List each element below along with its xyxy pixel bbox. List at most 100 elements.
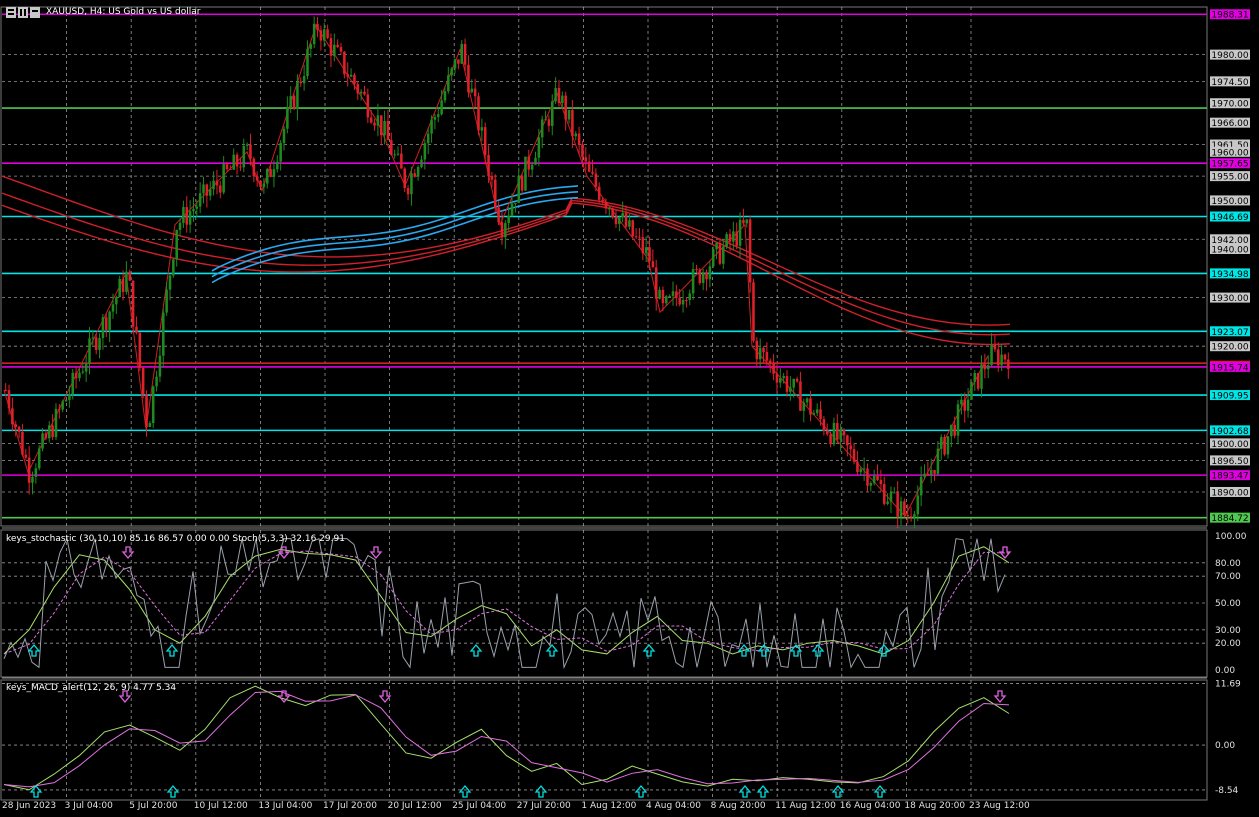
candle-body xyxy=(74,372,78,379)
candle-body xyxy=(400,153,403,169)
candle-body xyxy=(192,208,195,212)
candle-body xyxy=(986,365,990,370)
candle-body xyxy=(443,91,447,101)
price-tick-label: 1957.65 xyxy=(1211,160,1248,170)
stochastic-label: keys_stochastic (30,10,10) 85.16 86.57 0… xyxy=(6,534,345,544)
candle-body xyxy=(413,173,417,177)
candle-body xyxy=(215,180,219,186)
candle-body xyxy=(88,338,91,364)
candle-body xyxy=(762,347,765,352)
candle-body xyxy=(336,44,339,48)
candle-body xyxy=(644,247,648,254)
candle-body xyxy=(188,211,192,225)
price-tick-box xyxy=(1210,326,1250,337)
candle-body xyxy=(859,469,863,473)
candle-body xyxy=(138,332,142,368)
candle-body xyxy=(433,116,437,120)
candle-body xyxy=(21,431,24,455)
candle-body xyxy=(929,469,933,476)
candle-body xyxy=(259,180,262,188)
candle-body xyxy=(943,437,946,455)
candle-body xyxy=(641,237,645,254)
macd-tick-label: 11.69 xyxy=(1215,680,1241,690)
candle-body xyxy=(470,88,474,93)
candle-body xyxy=(1007,359,1010,369)
candle-body xyxy=(976,373,980,389)
candle-body xyxy=(520,175,524,191)
candle-body xyxy=(416,166,420,177)
time-tick-label: 11 Aug 12:00 xyxy=(775,801,836,811)
macd-tick-label: -8.54 xyxy=(1215,786,1239,796)
buy-signal-arrow xyxy=(29,784,43,798)
candle-body xyxy=(745,219,749,224)
candle-body xyxy=(919,476,923,496)
candle-body xyxy=(809,398,812,415)
moving-average-line-blue xyxy=(211,191,579,278)
candle-body xyxy=(37,448,41,469)
stoch-signal-line xyxy=(3,550,1010,655)
candle-body xyxy=(829,434,832,445)
candle-body xyxy=(705,272,708,280)
stoch-tick-label: 50.00 xyxy=(1215,599,1241,609)
candle-body xyxy=(168,275,172,290)
candle-body xyxy=(795,378,799,382)
candle-body xyxy=(4,389,7,391)
candle-body xyxy=(125,271,128,292)
macd-signal-line xyxy=(3,690,1010,788)
chart-title: XAUUSD, H4: US Gold vs US dollar xyxy=(46,7,201,17)
price-tick-box xyxy=(1210,361,1250,372)
candle-body xyxy=(782,376,785,379)
buy-signal-arrow xyxy=(737,643,751,657)
price-tick-label: 1950.00 xyxy=(1211,197,1248,207)
candle-body xyxy=(849,445,852,450)
candle-body xyxy=(373,122,376,126)
candle-body xyxy=(135,326,138,333)
candle-body xyxy=(205,184,209,196)
candle-body xyxy=(282,128,286,143)
panel-frame xyxy=(0,6,1208,527)
candle-body xyxy=(799,381,802,411)
candle-body xyxy=(893,492,896,494)
sell-signal-arrow xyxy=(369,546,383,560)
time-tick-label: 1 Aug 12:00 xyxy=(581,801,636,811)
candle-body xyxy=(862,468,866,470)
candle-body xyxy=(145,394,148,427)
candle-body xyxy=(31,476,34,483)
candle-body xyxy=(557,88,561,104)
candle-body xyxy=(812,413,816,415)
macd-label: keys_MACD_alert(12, 26, 9) 4.77 5.34 xyxy=(6,683,177,693)
candle-body xyxy=(735,231,738,246)
time-tick-label: 20 Jul 12:00 xyxy=(388,801,442,811)
candle-body xyxy=(1000,354,1003,366)
candle-body xyxy=(678,297,681,305)
candle-body xyxy=(58,408,61,410)
candle-body xyxy=(296,81,299,109)
candle-body xyxy=(775,373,779,383)
candle-body xyxy=(108,311,111,330)
candle-body xyxy=(510,203,514,216)
buy-signal-arrow xyxy=(756,784,770,798)
panel-frame xyxy=(0,679,1208,801)
candle-body xyxy=(856,461,859,473)
candle-body xyxy=(376,115,380,126)
time-tick-label: 8 Aug 20:00 xyxy=(711,801,766,811)
price-tick-label: 1970.00 xyxy=(1211,100,1248,110)
time-tick-label: 27 Jul 20:00 xyxy=(517,801,571,811)
candle-body xyxy=(178,222,182,230)
candle-body xyxy=(101,317,105,339)
candle-body xyxy=(1003,354,1007,360)
candle-body xyxy=(242,145,246,168)
price-tick-label: 1909.95 xyxy=(1211,392,1248,402)
candle-body xyxy=(815,409,819,414)
candle-body xyxy=(473,88,477,97)
candle-body xyxy=(356,84,360,94)
price-tick-box xyxy=(1210,390,1250,401)
sell-signal-arrow xyxy=(277,546,291,560)
candle-body xyxy=(245,144,249,146)
candle-body xyxy=(322,29,326,41)
candle-body xyxy=(571,110,574,137)
candle-body xyxy=(611,208,614,218)
stoch-tick-label: 0.00 xyxy=(1215,666,1235,676)
candle-body xyxy=(581,144,584,158)
